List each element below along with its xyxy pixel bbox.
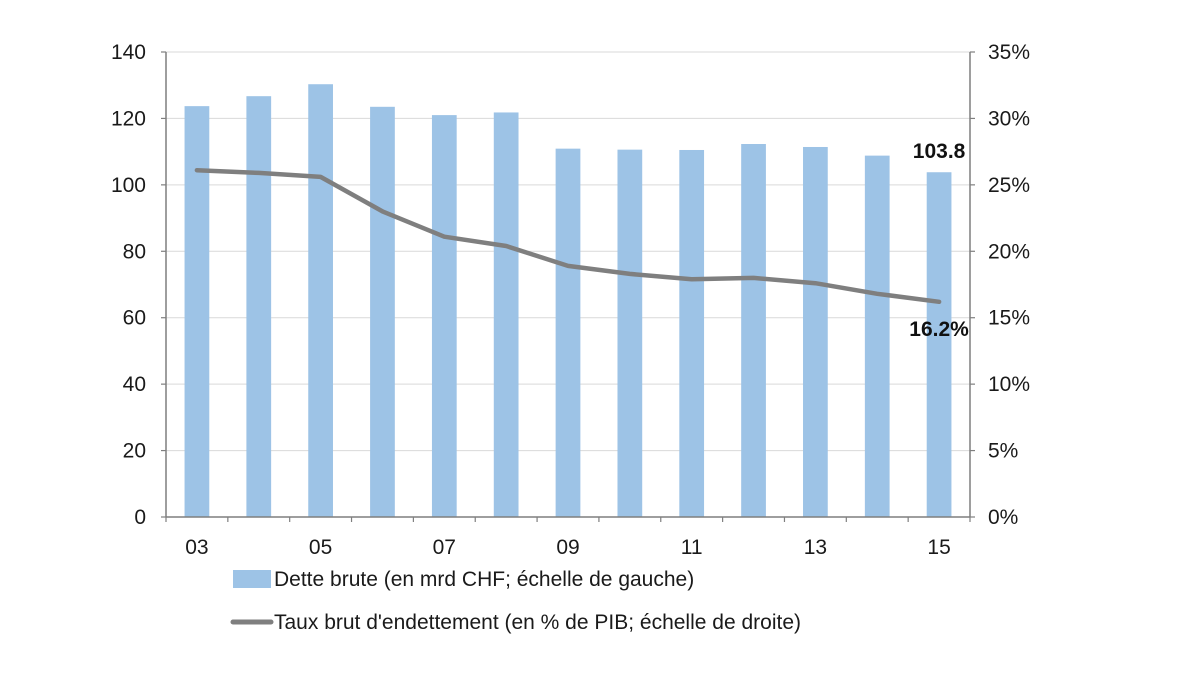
left-tick-label: 100	[111, 174, 146, 197]
x-tick-label: 11	[681, 536, 703, 559]
x-tick-label: 07	[433, 536, 456, 559]
right-tick-label: 5%	[988, 440, 1018, 463]
bar-series	[184, 84, 952, 518]
legend: Dette brute (en mrd CHF; échelle de gauc…	[230, 568, 801, 634]
bar-14	[864, 155, 890, 517]
right-tick-label: 35%	[988, 41, 1030, 64]
bar-15	[926, 172, 952, 517]
right-axis-ticks: 0% 5% 10% 15% 20% 25% 30% 35%	[988, 41, 1030, 529]
bar-05	[308, 84, 333, 517]
right-tick-label: 30%	[988, 107, 1030, 130]
axes	[161, 51, 975, 522]
data-label: 16.2%	[909, 318, 969, 341]
left-tick-label: 140	[111, 41, 146, 64]
right-tick-label: 20%	[988, 240, 1030, 263]
bar-07	[431, 115, 457, 517]
bar-10	[617, 149, 643, 517]
legend-label-line: Taux brut d'endettement (en % de PIB; éc…	[274, 611, 801, 634]
x-tick-label: 15	[927, 536, 950, 559]
left-tick-label: 0	[134, 506, 146, 529]
right-tick-label: 15%	[988, 307, 1030, 330]
data-label: 103.8	[913, 140, 966, 163]
bar-04	[246, 96, 272, 518]
left-tick-label: 60	[123, 307, 146, 330]
legend-label-bars: Dette brute (en mrd CHF; échelle de gauc…	[274, 568, 694, 591]
bar-13	[803, 146, 828, 517]
left-axis-ticks: 0 20 40 60 80 100 120 140	[111, 41, 146, 529]
x-tick-label: 13	[804, 536, 827, 559]
line-ratio	[194, 167, 942, 305]
left-tick-label: 80	[123, 240, 146, 263]
left-tick-label: 120	[111, 107, 146, 130]
bar-11	[679, 149, 705, 517]
x-axis-ticks: 03 05 07 09 11 13 15	[185, 536, 951, 559]
bar-12	[741, 144, 766, 517]
right-tick-label: 10%	[988, 373, 1030, 396]
data-labels: 103.8 16.2%	[909, 140, 969, 341]
bar-06	[370, 106, 395, 517]
x-tick-label: 09	[556, 536, 579, 559]
bar-08	[493, 112, 519, 517]
line-series	[194, 167, 942, 305]
right-tick-label: 0%	[988, 506, 1018, 529]
left-tick-label: 20	[123, 440, 146, 463]
x-tick-label: 03	[185, 536, 208, 559]
x-tick-label: 05	[309, 536, 332, 559]
bar-03	[184, 106, 210, 517]
bar-09	[555, 148, 581, 517]
left-tick-label: 40	[123, 373, 146, 396]
right-tick-label: 25%	[988, 174, 1030, 197]
legend-swatch-bars	[233, 570, 271, 588]
